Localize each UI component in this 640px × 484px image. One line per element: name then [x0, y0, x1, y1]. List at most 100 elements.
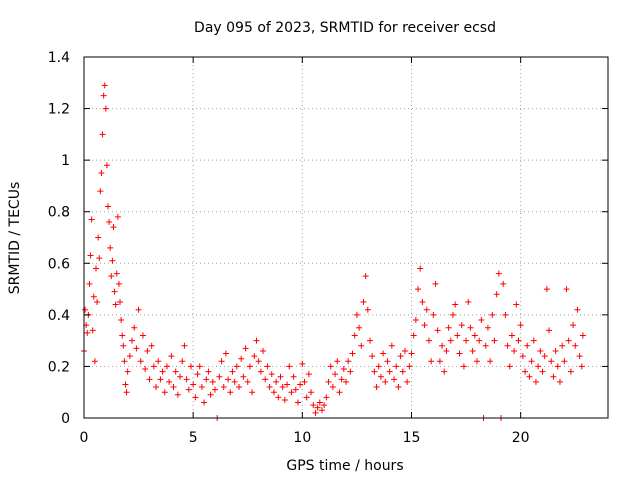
x-tick-label: 0 [80, 430, 89, 446]
data-point [353, 311, 360, 318]
data-point [369, 353, 376, 360]
data-point [107, 244, 114, 251]
data-point [395, 384, 402, 391]
axis-ticks: 0 0.2 0.4 0.6 0.8 1 1.2 1.4 0 5 10 15 20 [48, 50, 608, 446]
data-point [255, 358, 262, 365]
data-point [308, 389, 315, 396]
data-point [364, 306, 371, 313]
y-tick-label: 0.6 [48, 256, 70, 272]
data-point [264, 363, 271, 370]
data-point [196, 363, 203, 370]
data-point [246, 363, 253, 370]
data-point [336, 389, 343, 396]
data-point [90, 293, 97, 300]
x-tick-label: 20 [512, 430, 530, 446]
data-point [373, 384, 380, 391]
data-point [367, 337, 374, 344]
data-point [185, 386, 192, 393]
data-point [454, 332, 461, 339]
data-point [543, 286, 550, 293]
data-point [131, 324, 138, 331]
data-point [159, 368, 166, 375]
data-point [99, 131, 106, 138]
data-point [106, 219, 113, 226]
data-point [382, 378, 389, 385]
data-point [110, 224, 117, 231]
data-point [209, 378, 216, 385]
x-axis-label: GPS time / hours [286, 458, 403, 474]
data-point [153, 384, 160, 391]
y-tick-label: 0.2 [48, 359, 70, 375]
data-point [121, 358, 128, 365]
data-point [227, 389, 234, 396]
data-point [476, 337, 483, 344]
data-point [103, 162, 110, 169]
data-point [91, 358, 98, 365]
y-tick-label: 1 [61, 153, 70, 169]
data-point [288, 389, 295, 396]
data-point [108, 273, 115, 280]
data-point [109, 257, 116, 264]
data-point [358, 342, 365, 349]
data-point [87, 252, 94, 259]
data-point [467, 324, 474, 331]
data-point [495, 270, 502, 277]
data-point [161, 389, 168, 396]
data-point [240, 373, 247, 380]
data-point [279, 384, 286, 391]
data-point [502, 311, 509, 318]
data-point [487, 358, 494, 365]
data-point [244, 378, 251, 385]
data-point [303, 394, 310, 401]
data-point [94, 298, 101, 305]
data-point [89, 327, 96, 334]
data-point [554, 363, 561, 370]
data-point [192, 394, 199, 401]
data-point [447, 337, 454, 344]
data-point [500, 280, 507, 287]
data-point [388, 342, 395, 349]
data-point [482, 342, 489, 349]
data-point [100, 92, 107, 99]
data-point [93, 265, 100, 272]
data-point [170, 384, 177, 391]
data-point [126, 353, 133, 360]
data-point [318, 407, 325, 414]
data-point [528, 358, 535, 365]
data-point [522, 368, 529, 375]
chart-title: Day 095 of 2023, SRMTID for receiver ecs… [194, 20, 496, 36]
data-point [207, 391, 214, 398]
y-tick-label: 1.4 [48, 50, 70, 66]
data-point [117, 298, 124, 305]
data-point [449, 311, 456, 318]
data-point [541, 353, 548, 360]
data-point [133, 345, 140, 352]
data-point [179, 358, 186, 365]
data-point [504, 342, 511, 349]
data-point [329, 384, 336, 391]
data-point [231, 378, 238, 385]
data-point [294, 399, 301, 406]
data-point [168, 353, 175, 360]
grid-lines [84, 57, 608, 418]
data-point [299, 360, 306, 367]
data-point [97, 188, 104, 195]
data-point [251, 353, 258, 360]
data-point [343, 378, 349, 385]
data-point [284, 381, 291, 388]
data-point [142, 366, 149, 373]
data-point [229, 368, 236, 375]
data-point [222, 350, 229, 357]
data-point [273, 378, 280, 385]
data-point [559, 342, 566, 349]
data-point [530, 337, 537, 344]
data-point [508, 332, 515, 339]
data-point [561, 358, 568, 365]
data-point [491, 337, 498, 344]
data-point [183, 376, 190, 383]
data-point [137, 358, 144, 365]
y-tick-label: 0 [61, 411, 70, 427]
data-point [375, 363, 382, 370]
data-point [565, 337, 572, 344]
data-point [408, 350, 415, 357]
